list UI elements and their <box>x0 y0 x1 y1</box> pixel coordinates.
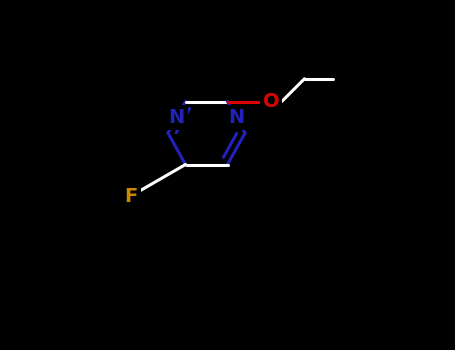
Text: N: N <box>228 108 244 127</box>
Text: F: F <box>125 187 138 205</box>
Text: O: O <box>263 92 279 111</box>
Text: N: N <box>169 108 185 127</box>
